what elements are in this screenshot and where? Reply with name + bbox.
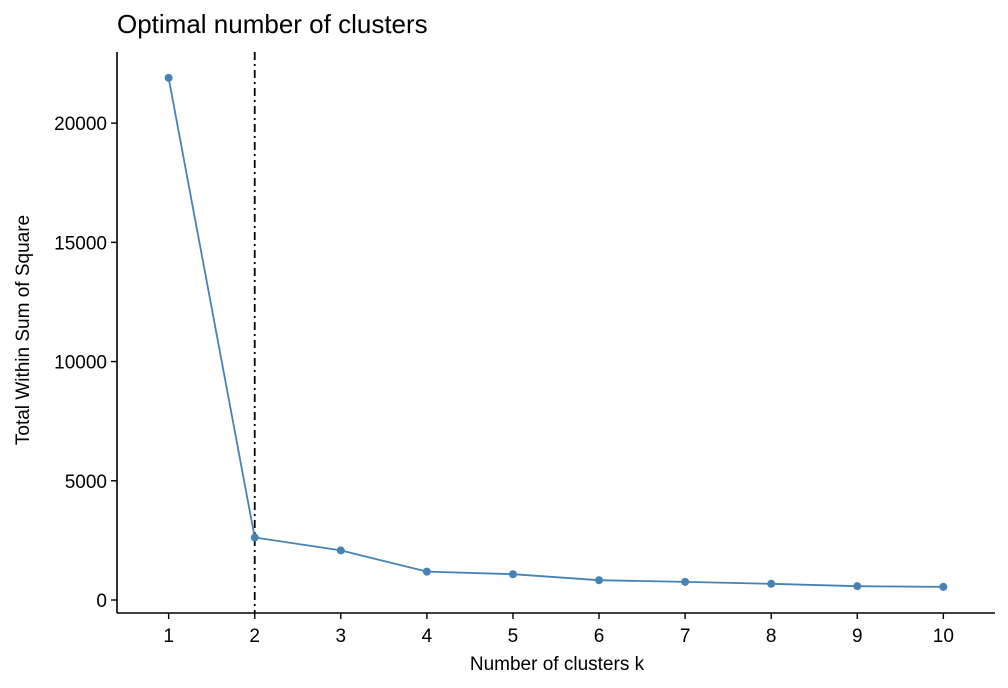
x-tick-label: 5 xyxy=(508,626,519,647)
data-point xyxy=(767,579,776,588)
data-point xyxy=(422,567,431,576)
x-tick-label: 8 xyxy=(766,626,777,647)
data-point xyxy=(336,546,345,555)
data-point xyxy=(595,576,604,585)
data-point xyxy=(853,582,862,591)
chart-title: Optimal number of clusters xyxy=(117,9,428,39)
series-wss xyxy=(164,73,948,591)
x-tick-label: 9 xyxy=(852,626,863,647)
y-tick-label: 0 xyxy=(96,591,107,612)
x-axis-title: Number of clusters k xyxy=(470,654,645,675)
x-tick-label: 4 xyxy=(422,626,433,647)
plot-area: 1 2 3 4 5 6 7 8 9 10 0 5000 10000 15000 20000 xyxy=(54,52,995,647)
y-tick-label: 10000 xyxy=(54,353,107,374)
x-tick-label: 7 xyxy=(680,626,691,647)
y-axis-ticks: 0 5000 10000 15000 20000 xyxy=(54,114,117,612)
y-tick-label: 20000 xyxy=(54,114,107,135)
y-tick-label: 15000 xyxy=(54,233,107,254)
x-tick-label: 10 xyxy=(933,626,954,647)
data-point xyxy=(164,73,173,82)
x-tick-label: 6 xyxy=(594,626,605,647)
x-tick-label: 1 xyxy=(163,626,174,647)
x-tick-label: 2 xyxy=(249,626,260,647)
y-axis-title: Total Within Sum of Square xyxy=(13,215,34,445)
x-tick-label: 3 xyxy=(336,626,347,647)
y-tick-label: 5000 xyxy=(65,472,107,493)
data-point xyxy=(681,577,690,586)
data-point xyxy=(939,582,948,591)
data-point xyxy=(250,533,259,542)
data-point xyxy=(508,570,517,579)
x-axis-ticks: 1 2 3 4 5 6 7 8 9 10 xyxy=(163,613,954,647)
series-line xyxy=(167,77,944,588)
